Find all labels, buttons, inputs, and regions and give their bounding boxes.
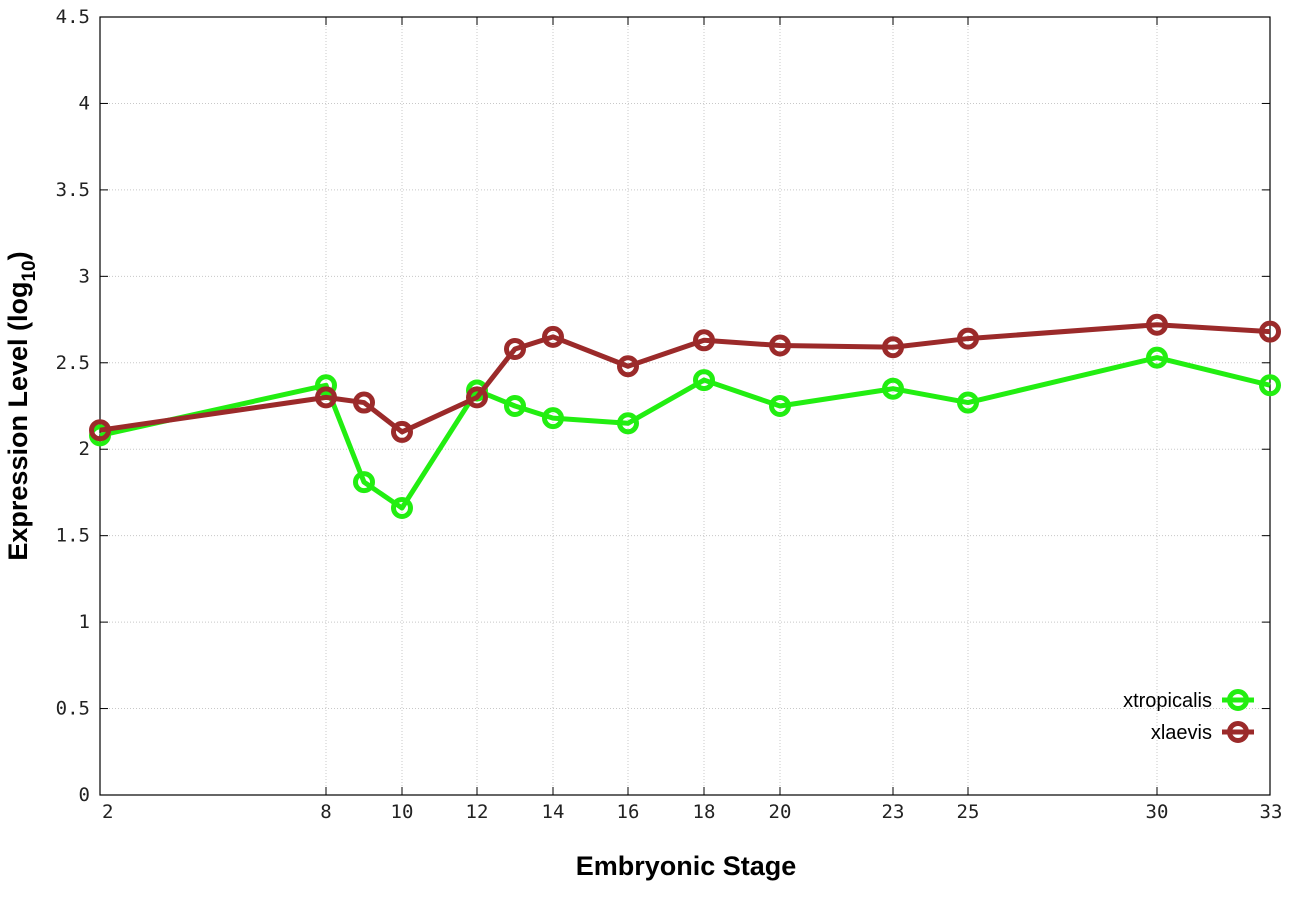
x-tick-label: 8 (320, 801, 331, 823)
y-axis-title-subscript: 10 (19, 260, 40, 281)
data-point (1259, 374, 1281, 397)
y-tick-label: 4.5 (56, 6, 90, 28)
y-axis-title-close: ) (3, 251, 33, 260)
series-line (99, 355, 1271, 511)
x-tick-label: 33 (1260, 801, 1283, 823)
data-point (391, 497, 413, 520)
x-tick-label: 16 (617, 801, 640, 823)
legend: xtropicalis xlaevis (1123, 689, 1254, 744)
x-tick-label: 12 (466, 801, 489, 823)
data-point (617, 412, 639, 435)
data-point (542, 407, 564, 430)
data-point (315, 374, 337, 397)
data-point (882, 377, 904, 400)
x-tick-label: 25 (957, 801, 980, 823)
data-point (466, 386, 488, 409)
data-point (504, 337, 526, 360)
data-point (882, 336, 904, 359)
x-tick-label: 2 (102, 801, 113, 823)
series-group (89, 313, 1281, 520)
y-tick-label: 2.5 (56, 352, 90, 374)
data-point (353, 471, 375, 494)
data-point (391, 420, 413, 443)
data-point (1146, 313, 1168, 336)
y-tick-label: 0.5 (56, 698, 90, 720)
y-tick-label: 1.5 (56, 525, 90, 547)
legend-label: xtropicalis (1123, 690, 1212, 712)
data-point (769, 334, 791, 357)
series-xlaevis (89, 313, 1281, 443)
x-tick-label: 18 (693, 801, 716, 823)
data-point (504, 395, 526, 417)
y-tick-label: 4 (79, 92, 90, 114)
legend-swatch-marker (1227, 721, 1249, 743)
y-axis-title-main: Expression Level (log (3, 282, 33, 561)
x-tick-label: 23 (882, 801, 905, 823)
series-line (99, 322, 1271, 435)
x-tick-label: 14 (542, 801, 565, 823)
data-point (1146, 346, 1168, 369)
data-point (1259, 320, 1281, 343)
x-tick-label: 10 (391, 801, 414, 823)
y-tick-label: 0 (79, 784, 90, 806)
legend-label: xlaevis (1151, 722, 1212, 744)
legend-swatch-marker (1227, 689, 1249, 711)
y-tick-label: 3 (79, 265, 90, 287)
data-point (617, 355, 639, 378)
x-tick-label: 30 (1146, 801, 1169, 823)
x-axis-title: Embryonic Stage (576, 851, 797, 881)
grid (100, 17, 1270, 795)
series-xtropicalis (89, 346, 1281, 520)
y-tick-label: 2 (79, 438, 90, 460)
y-axis: 0 0.5 1 1.5 2 2.5 3 3.5 4 4.5 (56, 6, 1270, 806)
data-point (769, 395, 791, 417)
y-tick-label: 1 (79, 611, 90, 633)
data-point (353, 391, 375, 414)
y-tick-label: 3.5 (56, 179, 90, 201)
y-axis-title: Expression Level (log10) (3, 251, 40, 560)
data-point (89, 419, 111, 442)
data-point (957, 391, 979, 414)
plot-frame (99, 16, 1271, 796)
data-point (542, 325, 564, 348)
x-axis: 2 8 10 12 14 16 18 20 23 25 30 33 (99, 17, 1283, 823)
data-point (957, 327, 979, 350)
data-point (315, 386, 337, 409)
data-point (693, 329, 715, 352)
data-point (693, 369, 715, 392)
x-tick-label: 20 (769, 801, 792, 823)
